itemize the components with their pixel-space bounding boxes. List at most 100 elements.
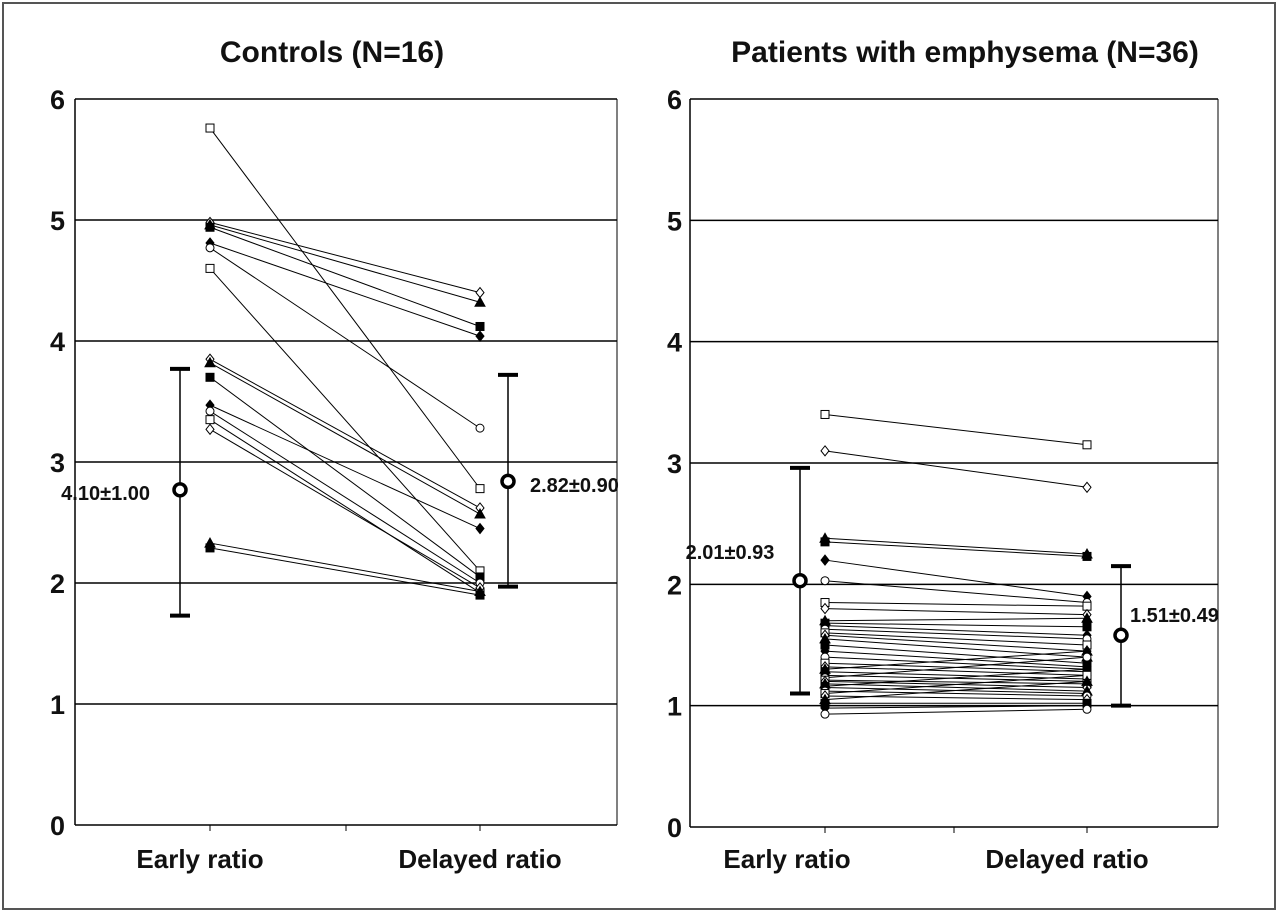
series-line: [209, 428, 481, 589]
series-line: [824, 628, 1088, 640]
x-category-label: Delayed ratio: [985, 844, 1148, 874]
data-point: [205, 263, 215, 273]
y-tick-label: 2: [667, 570, 682, 600]
panel-emphysema: Patients with emphysema (N=36) 0 1 2 3 4 5 6 Ear…: [667, 36, 1219, 874]
data-point: [474, 296, 486, 307]
series-line: [824, 602, 1088, 607]
series-line: [209, 419, 481, 594]
series-line: [824, 683, 1088, 692]
panel-controls: Controls (N=16) 0 1 2 3 4 5 6 Early ratio Delayed…: [50, 36, 619, 874]
data-point: [474, 508, 486, 519]
data-point: [1082, 481, 1092, 494]
series-line: [209, 358, 481, 509]
chart-title: Controls (N=16): [220, 36, 444, 69]
data-point: [820, 537, 830, 547]
series-line: [824, 537, 1088, 555]
series-line: [824, 679, 1088, 685]
series-line: [209, 268, 481, 572]
chart-title: Patients with emphysema (N=36): [731, 36, 1199, 69]
series-line: [824, 708, 1088, 715]
series-line: [824, 674, 1088, 682]
y-tick-label: 0: [667, 813, 682, 843]
data-point: [820, 709, 830, 719]
series-line: [824, 668, 1088, 687]
series-line: [209, 410, 481, 584]
series-line: [824, 674, 1088, 695]
data-point: [475, 321, 485, 331]
series-line: [209, 362, 481, 515]
data-point: [1082, 652, 1092, 662]
data-point: [1082, 440, 1092, 450]
x-category-label: Early ratio: [723, 844, 850, 874]
series-line: [824, 650, 1088, 668]
y-tick-label: 4: [667, 328, 682, 358]
mean-sd-label: 1.51±0.49: [1130, 605, 1219, 627]
data-point: [475, 423, 485, 433]
data-point: [205, 243, 215, 253]
series-line: [209, 542, 481, 592]
y-tick-label: 1: [667, 692, 682, 722]
mean-sd-label: 2.82±0.90: [530, 475, 619, 497]
y-tick-label: 5: [50, 206, 65, 236]
series-line: [209, 221, 481, 294]
series-line: [209, 226, 481, 327]
series-line: [209, 547, 481, 596]
series-line: [209, 376, 481, 578]
series-line: [824, 622, 1088, 628]
mean-marker: [1113, 627, 1129, 644]
series-line: [824, 705, 1088, 709]
series-line: [824, 671, 1088, 680]
mean-sd-label: 2.01±0.93: [686, 542, 775, 564]
mean-marker: [500, 473, 516, 490]
data-point: [205, 123, 215, 133]
data-point: [205, 543, 215, 553]
data-point: [475, 590, 485, 600]
data-point: [205, 222, 215, 232]
mean-marker: [792, 572, 808, 589]
data-point: [820, 576, 830, 586]
data-point: [1082, 551, 1092, 561]
series-line: [824, 608, 1088, 616]
series-line: [824, 650, 1088, 670]
data-point: [820, 554, 830, 566]
data-point: [205, 423, 215, 436]
y-tick-label: 2: [50, 569, 65, 599]
series-line: [824, 632, 1088, 646]
series-line: [824, 617, 1088, 622]
series-line: [824, 559, 1088, 597]
data-point: [205, 415, 215, 425]
series-line: [209, 127, 481, 489]
y-tick-label: 3: [50, 448, 65, 478]
series-line: [824, 656, 1088, 670]
data-point: [1082, 704, 1092, 714]
x-category-label: Early ratio: [136, 844, 263, 874]
series-line: [824, 634, 1088, 652]
data-point: [475, 330, 485, 342]
y-tick-label: 6: [50, 85, 65, 115]
series-line: [824, 656, 1088, 679]
data-point: [205, 406, 215, 416]
data-point: [820, 409, 830, 419]
data-point: [205, 372, 215, 382]
mean-sd-label: 4.10±1.00: [61, 483, 150, 505]
series-line: [824, 580, 1088, 604]
series-line: [824, 625, 1088, 636]
mean-marker: [172, 482, 188, 498]
series-line: [209, 242, 481, 337]
series-line: [824, 450, 1088, 488]
y-tick-label: 4: [50, 327, 65, 357]
y-tick-label: 5: [667, 206, 682, 236]
data-point: [475, 522, 485, 535]
y-tick-label: 6: [667, 85, 682, 115]
series-line: [824, 690, 1088, 697]
y-tick-label: 1: [50, 690, 65, 720]
data-point: [475, 484, 485, 494]
series-line: [824, 680, 1088, 701]
data-point: [1081, 675, 1093, 686]
y-tick-label: 0: [50, 811, 65, 841]
series-line: [824, 541, 1088, 557]
series-line: [824, 413, 1088, 446]
data-point: [820, 445, 830, 457]
series-line: [824, 666, 1088, 676]
